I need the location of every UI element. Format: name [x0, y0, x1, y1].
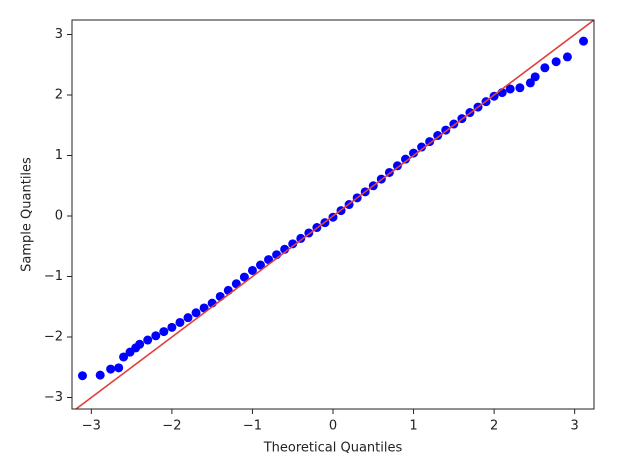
point: [247, 265, 257, 275]
x-tick-label: −3: [82, 419, 101, 434]
point: [530, 72, 540, 82]
point: [114, 363, 124, 373]
point: [175, 317, 185, 327]
point: [579, 36, 589, 46]
y-axis-label: Sample Quantiles: [20, 157, 35, 272]
y-tick-label: 3: [55, 27, 63, 42]
point: [417, 142, 427, 152]
x-tick-label: 1: [409, 419, 417, 434]
plot-area: [74, 20, 594, 409]
y-tick-label: −2: [44, 330, 63, 345]
x-axis-label: Theoretical Quantiles: [263, 441, 403, 456]
x-tick-label: 3: [571, 419, 579, 434]
y-tick-label: 0: [55, 209, 63, 224]
y-tick-label: −1: [44, 269, 63, 284]
point: [191, 308, 201, 318]
reference-line: [74, 20, 594, 409]
point: [401, 154, 410, 164]
x-tick-label: 0: [329, 419, 337, 434]
point: [135, 339, 145, 349]
point: [562, 52, 572, 62]
point: [296, 233, 306, 243]
point: [215, 291, 225, 301]
x-tick-label: 2: [490, 419, 498, 434]
point: [239, 272, 249, 282]
y-tick-label: −3: [44, 390, 63, 405]
point: [151, 331, 161, 341]
point: [505, 84, 515, 94]
point: [525, 78, 535, 88]
point: [167, 322, 177, 332]
point: [551, 57, 561, 67]
x-tick-label: −2: [162, 419, 181, 434]
point: [256, 260, 265, 270]
point: [433, 131, 443, 141]
y-tick-label: 2: [55, 88, 63, 103]
point: [425, 137, 435, 147]
point: [392, 161, 402, 171]
point: [77, 371, 87, 381]
point: [95, 370, 105, 380]
point: [159, 327, 169, 337]
point: [106, 364, 116, 374]
point: [515, 83, 525, 93]
point: [143, 335, 153, 345]
point: [540, 63, 550, 73]
point: [409, 148, 419, 158]
x-tick-label: −1: [243, 419, 262, 434]
plot-frame: [71, 19, 595, 410]
point: [119, 352, 129, 362]
point: [183, 313, 193, 323]
y-tick-label: 1: [55, 148, 63, 163]
point: [288, 239, 298, 249]
point: [223, 285, 233, 295]
